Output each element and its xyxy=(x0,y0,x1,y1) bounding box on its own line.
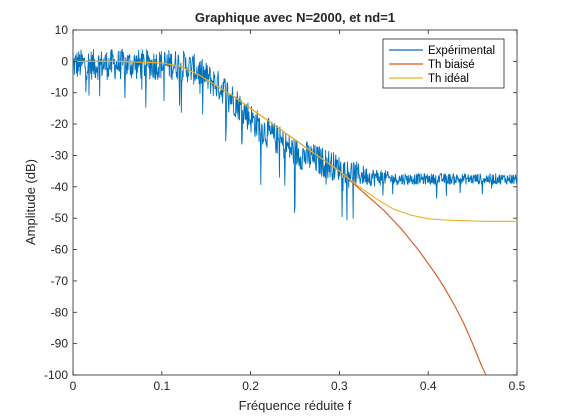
y-tick-label: -60 xyxy=(51,243,69,257)
y-tick-label: 10 xyxy=(55,23,69,37)
x-tick-label: 0.1 xyxy=(153,379,170,393)
y-axis-label: Amplitude (dB) xyxy=(23,159,38,245)
chart-title: Graphique avec N=2000, et nd=1 xyxy=(195,10,395,25)
y-tick-label: -10 xyxy=(51,86,69,100)
x-tick-label: 0.5 xyxy=(509,379,526,393)
x-tick-label: 0 xyxy=(70,379,77,393)
y-tick-label: -40 xyxy=(51,180,69,194)
x-axis-label: Fréquence réduite f xyxy=(239,398,352,413)
y-tick-label: -100 xyxy=(44,368,68,382)
legend: Expérimental Th biaisé Th idéal xyxy=(382,38,505,89)
y-tick-label: -70 xyxy=(51,274,69,288)
series-line-experimental xyxy=(73,48,517,221)
legend-label-th-biaise: Th biaisé xyxy=(428,59,475,71)
y-axis: 10 0 -10 -20 -30 -40 -50 -60 -70 -80 -90 -100 xyxy=(44,23,517,382)
x-tick-label: 0.2 xyxy=(242,379,259,393)
y-tick-label: -30 xyxy=(51,148,69,162)
y-tick-label: -50 xyxy=(51,211,69,225)
legend-label-experimental: Expérimental xyxy=(428,45,495,57)
series-layer xyxy=(73,48,517,375)
y-tick-label: -90 xyxy=(51,337,69,351)
x-axis: 0 0.1 0.2 0.3 0.4 0.5 xyxy=(70,30,526,393)
legend-label-th-ideal: Th idéal xyxy=(428,73,469,85)
x-tick-label: 0.3 xyxy=(331,379,348,393)
x-tick-label: 0.4 xyxy=(420,379,437,393)
y-tick-label: -80 xyxy=(51,305,69,319)
y-tick-label: -20 xyxy=(51,117,69,131)
series-line-th-ideal xyxy=(73,60,517,222)
y-tick-label: 0 xyxy=(61,54,68,68)
